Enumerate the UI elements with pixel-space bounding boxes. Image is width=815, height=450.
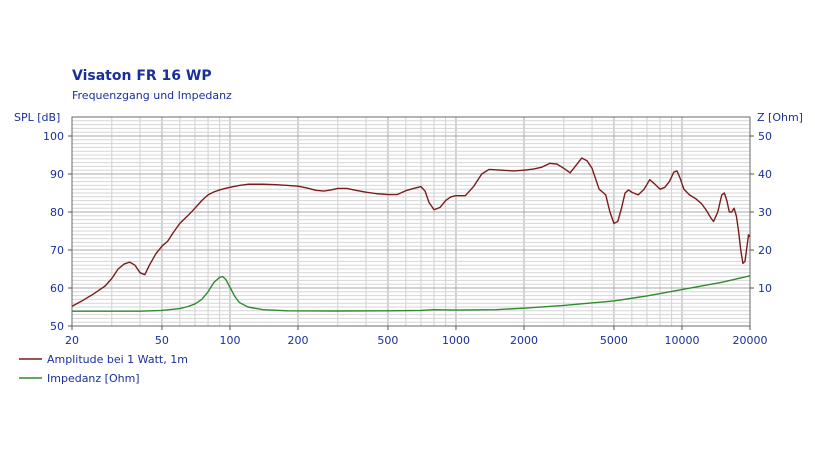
chart-grid — [72, 117, 750, 326]
chart-subtitle: Frequenzgang und Impedanz — [72, 89, 232, 102]
x-tick-label: 20 — [65, 334, 79, 347]
x-tick-label: 1000 — [442, 334, 470, 347]
y-left-tick-label: 60 — [50, 282, 64, 295]
series-line-impedance — [72, 275, 751, 312]
y-right-tick-label: 40 — [758, 168, 772, 181]
y-axis-left-title: SPL [dB] — [14, 111, 60, 124]
x-tick-label: 500 — [377, 334, 398, 347]
x-tick-label: 5000 — [600, 334, 628, 347]
x-tick-label: 10000 — [664, 334, 699, 347]
y-left-tick-label: 90 — [50, 168, 64, 181]
y-left-tick-label: 50 — [50, 320, 64, 333]
x-tick-label: 20000 — [733, 334, 768, 347]
x-tick-label: 2000 — [510, 334, 538, 347]
y-left-tick-label: 80 — [50, 206, 64, 219]
y-axis-right-title: Z [Ohm] — [757, 111, 803, 124]
y-right-tick-label: 10 — [758, 282, 772, 295]
x-tick-label: 50 — [155, 334, 169, 347]
plot-area-border — [71, 116, 751, 327]
y-right-tick-label: 50 — [758, 130, 772, 143]
series-line-amplitude — [71, 157, 751, 307]
series-layer — [71, 157, 751, 312]
y-right-tick-label: 20 — [758, 244, 772, 257]
chart-title: Visaton FR 16 WP — [72, 68, 212, 84]
y-right-tick-label: 30 — [758, 206, 772, 219]
x-tick-label: 200 — [288, 334, 309, 347]
y-left-tick-label: 100 — [43, 130, 64, 143]
y-left-tick-label: 70 — [50, 244, 64, 257]
legend-label-amplitude: Amplitude bei 1 Watt, 1m — [47, 353, 188, 366]
legend-label-impedance: Impedanz [Ohm] — [47, 372, 140, 385]
legend: Amplitude bei 1 Watt, 1m Impedanz [Ohm] — [19, 353, 188, 385]
axis-ticks: 20 50 100 200 500 1000 2000 5000 10000 2000050607… — [43, 130, 772, 347]
x-tick-label: 100 — [219, 334, 240, 347]
